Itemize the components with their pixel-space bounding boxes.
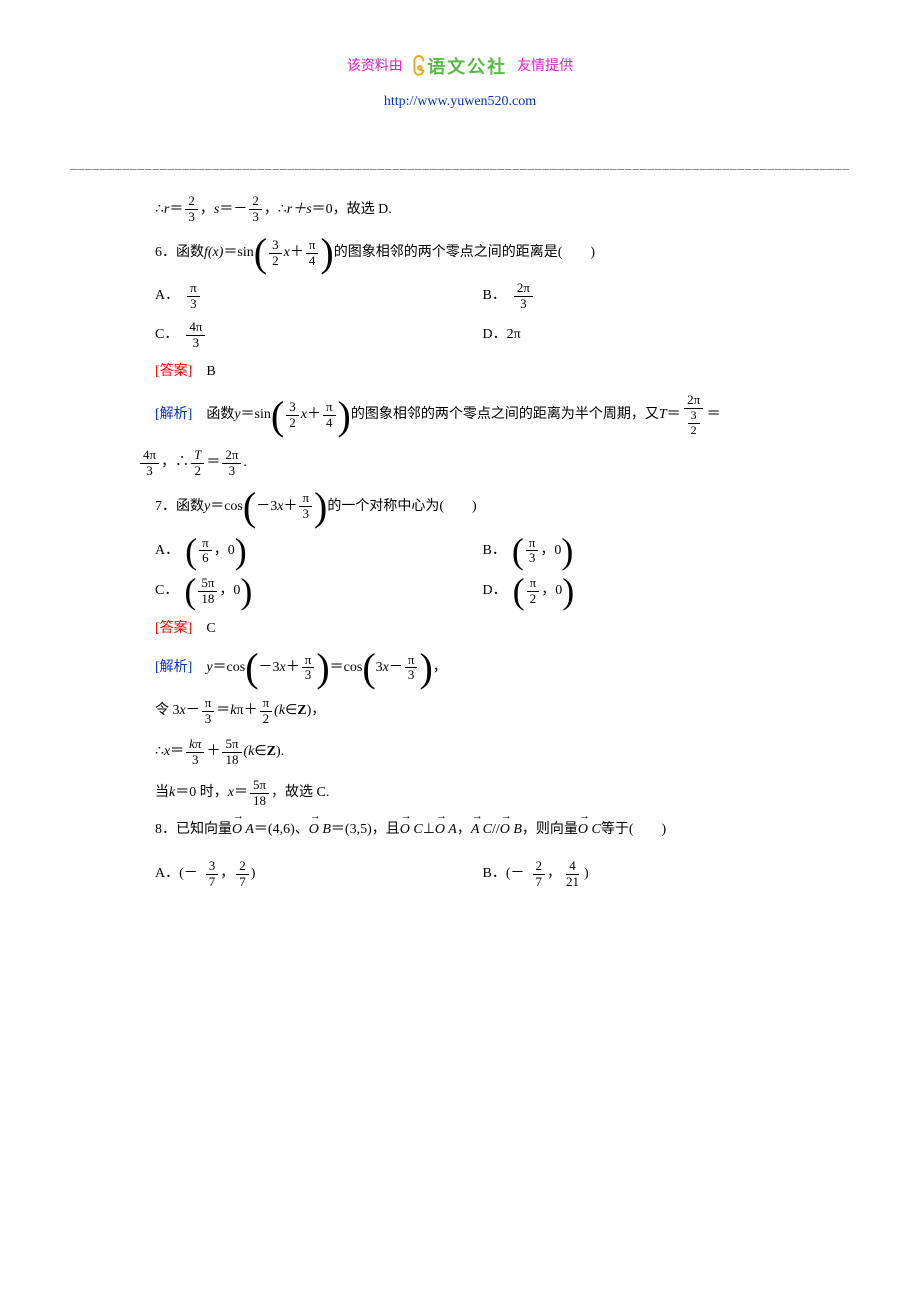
- q7-analysis-2: 令 3 x － π3 ＝ k π＋ π2 (k ∈ Z )，: [155, 696, 810, 727]
- q7-options-row1: A． ( π6 ，0 ) B． ( π3 ，0 ): [155, 535, 810, 567]
- q7-option-d: D． ( π2 ，0 ): [483, 575, 811, 607]
- q7-analysis-1: [解析] y ＝cos ( －3 x ＋ π3 ) ＝cos ( 3 x － π…: [155, 650, 810, 686]
- q8-option-b: B．(－ 27 ， 421 ): [483, 859, 811, 890]
- q7-option-a: A． ( π6 ，0 ): [155, 535, 483, 567]
- q7-analysis-3: ∴ x ＝ kπ3 ＋ 5π18 (k ∈ Z ).: [155, 737, 810, 768]
- q7-option-c: C． ( 5π18 ，0 ): [155, 575, 483, 607]
- q6-options-row2: C． 4π3 D．2π: [155, 320, 810, 351]
- header-url: http://www.yuwen520.com: [70, 91, 850, 113]
- q7-answer: [答案] C: [155, 618, 810, 640]
- site-logo: ၆ 语文公社: [413, 50, 507, 85]
- header-row-1: 该资料由 ၆ 语文公社 友情提供: [70, 50, 850, 85]
- content-area: ∴ r ＝ 23 ， s ＝ － 23 ， ∴ r＋s ＝0， 故选 D. 6．…: [70, 194, 850, 438]
- separator-line: ________________________________________…: [70, 154, 850, 175]
- q7-analysis-4: 当 k ＝0 时， x ＝ 5π18 ，故选 C.: [155, 778, 810, 809]
- header-left-text: 该资料由: [347, 56, 403, 78]
- q6-stem: 6．函数 f (x) ＝sin ( 32 x ＋ π4 ) 的图象相邻的两个零点…: [155, 235, 810, 271]
- q6-option-a: A． π3: [155, 281, 483, 312]
- q7-stem: 7．函数 y ＝cos ( －3 x ＋ π3 ) 的一个对称中心为( ): [155, 489, 810, 525]
- q8-stem: 8．已知向量 O A ＝(4,6)、 O B ＝(3,5)，且 O C ⊥ O …: [155, 819, 810, 841]
- q5-conclusion: ∴ r ＝ 23 ， s ＝ － 23 ， ∴ r＋s ＝0， 故选 D.: [155, 194, 810, 225]
- header-right-text: 友情提供: [517, 56, 573, 78]
- q6-option-c: C． 4π3: [155, 320, 483, 351]
- q6-options-row1: A． π3 B． 2π3: [155, 281, 810, 312]
- q6-option-d: D．2π: [483, 320, 811, 351]
- q7-options-row2: C． ( 5π18 ，0 ) D． ( π2 ，0 ): [155, 575, 810, 607]
- q7-option-b: B． ( π3 ，0 ): [483, 535, 811, 567]
- page-header: 该资料由 ၆ 语文公社 友情提供 http://www.yuwen520.com: [70, 50, 850, 114]
- q8-option-a: A．(－ 37 ， 27 ): [155, 859, 483, 890]
- logo-text: 语文公社: [427, 53, 507, 82]
- q6-option-b: B． 2π3: [483, 281, 811, 312]
- q8-options-row1: A．(－ 37 ， 27 ) B．(－ 27 ， 421 ): [155, 859, 810, 890]
- q6-analysis-2: 4π3 ，∴ T2 ＝ 2π3 .: [70, 448, 850, 479]
- logo-swirl-icon: ၆: [413, 50, 425, 85]
- q6-answer: [答案] B: [155, 361, 810, 383]
- q6-analysis-1: [解析] 函数 y ＝sin ( 32 x ＋ π4 ) 的图象相邻的两个零点之…: [155, 393, 810, 438]
